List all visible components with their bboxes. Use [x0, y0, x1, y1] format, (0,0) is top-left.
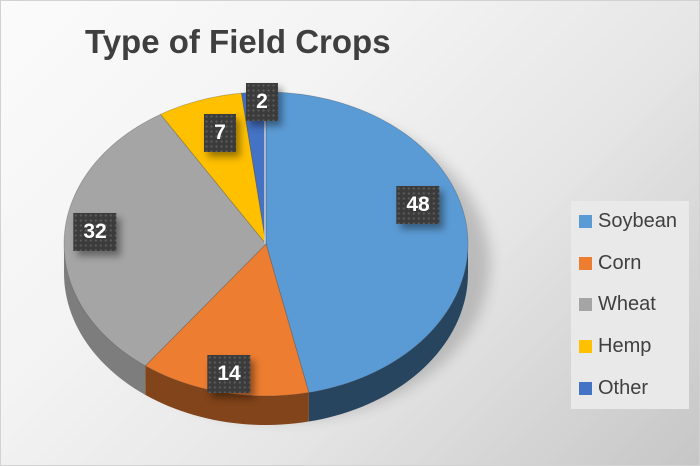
legend-label-other: Other [598, 376, 649, 399]
data-label-corn: 14 [207, 355, 251, 393]
legend-swatch-other [579, 381, 592, 395]
data-label-wheat: 32 [73, 213, 117, 251]
legend-item-corn: Corn [579, 252, 689, 275]
pie-slice-hemp [159, 92, 267, 246]
legend-item-soybean: Soybean [579, 210, 689, 233]
data-label-other: 2 [246, 83, 278, 121]
legend-item-other: Other [579, 377, 689, 400]
legend: Soybean Corn Wheat Hemp Other [571, 201, 689, 409]
legend-swatch-wheat [579, 298, 592, 312]
legend-swatch-soybean [579, 215, 592, 229]
legend-label-hemp: Hemp [598, 335, 652, 358]
chart-title: Type of Field Crops [85, 23, 391, 60]
pie-side-corn [145, 365, 309, 425]
legend-swatch-hemp [579, 340, 592, 354]
legend-item-wheat: Wheat [579, 293, 689, 316]
data-label-soybean: 48 [396, 186, 440, 224]
legend-swatch-corn [579, 256, 592, 270]
legend-label-wheat: Wheat [598, 293, 656, 316]
pie-slice-soybean [265, 91, 469, 394]
legend-item-hemp: Hemp [579, 335, 689, 358]
data-label-hemp: 7 [204, 114, 236, 152]
pie-slice-wheat [63, 113, 267, 367]
legend-label-soybean: Soybean [598, 210, 677, 233]
pie-side-soybean [308, 244, 468, 422]
legend-label-corn: Corn [598, 251, 642, 274]
pie-side-wheat [64, 244, 146, 395]
